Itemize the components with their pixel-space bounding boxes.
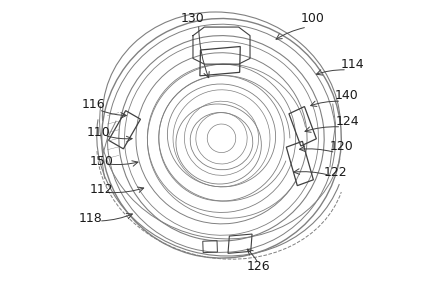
Text: 126: 126 (247, 260, 270, 273)
Text: 116: 116 (82, 98, 105, 111)
Text: 122: 122 (324, 166, 347, 179)
Text: 114: 114 (341, 58, 365, 71)
Text: 150: 150 (90, 155, 114, 168)
Text: 110: 110 (87, 126, 111, 139)
Text: 112: 112 (90, 183, 113, 196)
Text: 124: 124 (335, 115, 359, 128)
Text: 120: 120 (330, 140, 353, 153)
Text: 130: 130 (181, 12, 205, 25)
Text: 100: 100 (301, 12, 325, 25)
Text: 118: 118 (78, 212, 102, 225)
Text: 140: 140 (335, 89, 359, 102)
